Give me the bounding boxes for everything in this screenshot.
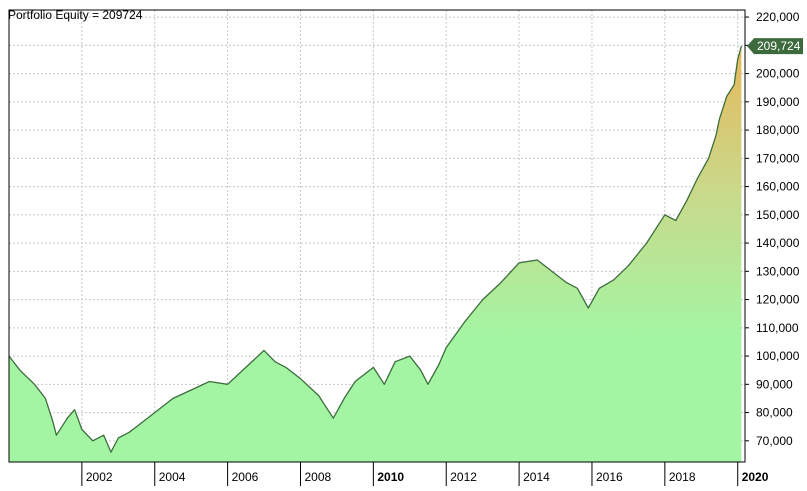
y-tick-label: 90,000 [756, 377, 793, 391]
x-tick-label: 2004 [159, 470, 186, 484]
y-tick-label: 200,000 [756, 67, 800, 81]
equity-line [9, 45, 743, 453]
y-tick-label: 160,000 [756, 180, 800, 194]
y-tick-label: 110,000 [756, 321, 799, 335]
last-value-badge-shape [747, 38, 803, 55]
x-tick-label: 2016 [596, 470, 623, 484]
y-tick-label: 220,000 [756, 10, 800, 24]
chart-title: Portfolio Equity = 209724 [8, 8, 143, 22]
y-tick-label: 150,000 [756, 208, 800, 222]
x-tick-label: 2012 [450, 470, 477, 484]
x-tick-label: 2006 [232, 470, 259, 484]
equity-area [9, 46, 742, 462]
last-value-badge: 209,724 [747, 38, 803, 55]
y-tick-label: 170,000 [756, 151, 800, 165]
x-tick-label: 2018 [669, 470, 696, 484]
last-value-label: 209,724 [757, 39, 801, 53]
y-tick-label: 120,000 [756, 293, 800, 307]
y-axis-labels: 70,000 80,000 90,000 100,000 110,000 120,000 1… [756, 10, 800, 448]
y-tick-label: 100,000 [756, 349, 800, 363]
y-tick-label: 70,000 [756, 434, 793, 448]
x-tick-label: 2008 [304, 470, 331, 484]
plot-frame [8, 9, 746, 463]
x-tick-label: 2010 [377, 470, 404, 484]
y-tick-label: 130,000 [756, 264, 800, 278]
y-tick-label: 190,000 [756, 95, 800, 109]
y-tick-label: 80,000 [756, 406, 793, 420]
x-tick-label: 2014 [523, 470, 550, 484]
y-tick-label: 140,000 [756, 236, 800, 250]
x-tick-label: 2002 [86, 470, 113, 484]
x-tick-label: 2020 [742, 470, 769, 484]
equity-area-group [9, 45, 743, 462]
y-tick-label: 180,000 [756, 123, 800, 137]
x-axis-labels: 2002 2004 2006 2008 2010 2012 2014 2016 2018 2020 [86, 470, 769, 484]
